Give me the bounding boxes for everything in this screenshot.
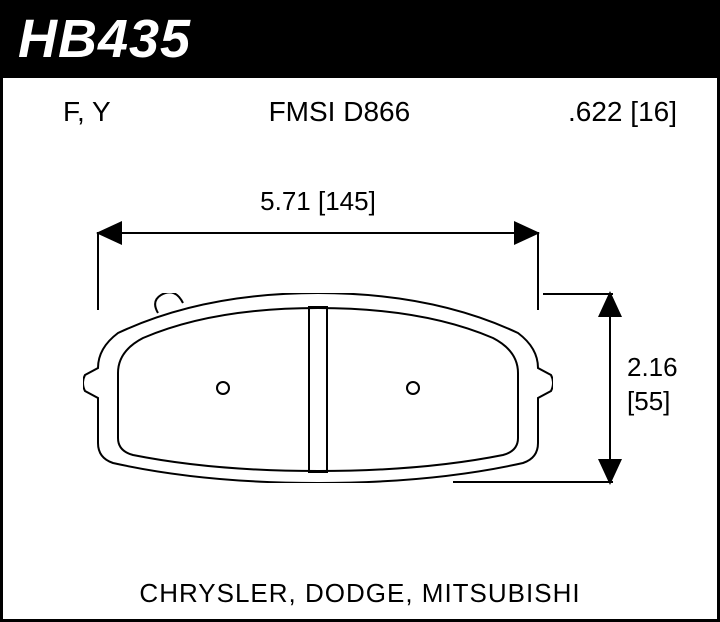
- width-in: 5.71: [260, 186, 311, 216]
- height-in: 2.16: [627, 352, 678, 382]
- width-line: [98, 232, 538, 234]
- compound-codes: F, Y: [63, 96, 111, 128]
- height-label: 2.16 [55]: [627, 351, 678, 419]
- spec-row: F, Y FMSI D866 .622 [16]: [3, 78, 717, 128]
- height-mm: 55: [634, 386, 663, 416]
- height-line: [609, 293, 611, 483]
- height-dimension: 2.16 [55]: [603, 293, 683, 483]
- brake-pad-outline: [83, 293, 553, 483]
- width-label: 5.71 [145]: [260, 186, 376, 217]
- fmsi-code: FMSI D866: [269, 96, 411, 128]
- width-dimension: 5.71 [145]: [98, 218, 538, 248]
- brake-pad-svg: [83, 293, 553, 483]
- header-bar: HB435: [0, 0, 720, 78]
- part-number: HB435: [18, 8, 191, 70]
- applications-text: CHRYSLER, DODGE, MITSUBISHI: [3, 578, 717, 609]
- arrow-left-icon: [96, 221, 122, 245]
- arrow-up-icon: [598, 291, 622, 317]
- width-mm: 145: [325, 186, 368, 216]
- diagram-panel: F, Y FMSI D866 .622 [16] 5.71 [145]: [0, 78, 720, 622]
- arrow-down-icon: [598, 459, 622, 485]
- thickness-in: .622: [568, 96, 623, 127]
- thickness-spec: .622 [16]: [568, 96, 677, 128]
- thickness-mm: 16: [638, 96, 669, 127]
